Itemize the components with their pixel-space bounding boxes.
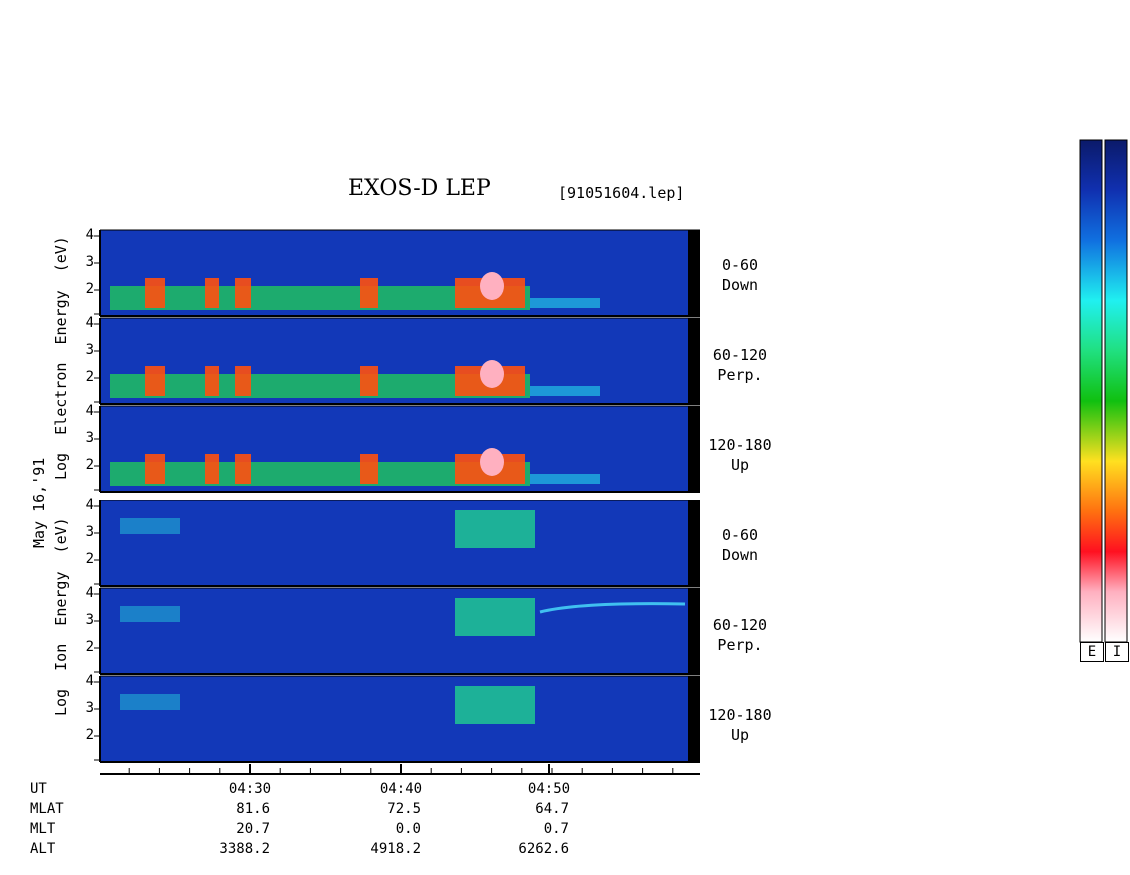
panel-label-e-down: 0-60 Down [700,255,780,295]
direction: Up [730,456,750,474]
y-tick-label: 4 [85,585,94,601]
pitch-angle: 60-120 [712,346,768,364]
burst [145,366,165,396]
panel-label-i-up: 120-180 Up [700,705,780,745]
burst [235,278,251,308]
panel-electron-1 [100,317,700,405]
colorbar-ion [1104,139,1128,643]
burst [205,454,219,484]
file-name: [91051604.lep] [558,184,685,202]
ion-band [455,598,535,636]
pitch-angle: 0-60 [721,256,759,274]
ut-tick-2: 04:40 [379,781,423,797]
y-tick-label: 3 [85,342,94,358]
direction: Perp. [717,366,763,384]
burst [360,454,378,484]
ion-band [455,510,535,548]
panel-ion-5 [100,675,700,763]
colorbar-electron [1079,139,1103,643]
burst [235,366,251,396]
alt-3: 6262.6 [518,841,569,857]
peak [480,448,504,476]
y-tick-label: 4 [85,497,94,513]
panel-label-e-up: 120-180 Up [700,435,780,475]
burst [145,278,165,308]
axes-layer [94,230,700,775]
y-tick-label: 3 [85,700,94,716]
burst [145,454,165,484]
ephem-label-mlat: MLAT [30,801,64,817]
direction: Up [730,726,750,744]
pitch-angle: 0-60 [721,526,759,544]
pitch-angle: 120-180 [708,706,772,724]
panel-ion-4 [100,587,700,675]
peak [480,360,504,388]
mlt-3: 0.7 [543,821,569,837]
ion-band [455,686,535,724]
ephem-label-mlt: MLT [30,821,56,837]
y-tick-label: 2 [85,457,94,473]
burst [360,278,378,308]
direction: Perp. [717,636,763,654]
mlat-1: 81.6 [236,801,270,817]
alt-2: 4918.2 [370,841,421,857]
y-tick-label: 4 [85,227,94,243]
peak [480,272,504,300]
mlt-2: 0.0 [395,821,421,837]
mlat-2: 72.5 [387,801,421,817]
panel-electron-2 [100,405,700,493]
direction: Down [721,276,759,294]
y-tick-label: 2 [85,727,94,743]
ion-beam [539,602,686,614]
burst [205,366,219,396]
y-tick-label: 4 [85,315,94,331]
panels-layer [100,229,700,763]
panel-label-i-down: 0-60 Down [700,525,780,565]
page-title: EXOS-D LEP [348,176,491,201]
panel-label-e-perp: 60-120 Perp. [700,345,780,385]
burst [360,366,378,396]
mlat-3: 64.7 [535,801,569,817]
y-tick-label: 4 [85,403,94,419]
y-tick-label: 2 [85,369,94,385]
y-tick-label: 2 [85,281,94,297]
burst [235,454,251,484]
y-tick-label: 2 [85,639,94,655]
ut-tick-1: 04:30 [228,781,272,797]
panel-ion-3 [100,499,700,587]
y-tick-label: 2 [85,551,94,567]
y-tick-label: 3 [85,524,94,540]
pitch-angle: 120-180 [708,436,772,454]
y-tick-label: 3 [85,612,94,628]
ephem-label-alt: ALT [30,841,56,857]
pitch-angle: 60-120 [712,616,768,634]
y-tick-label: 4 [85,673,94,689]
panel-electron-0 [100,229,700,317]
y-tick-label: 3 [85,430,94,446]
ephem-label-ut: UT [30,781,47,797]
burst [205,278,219,308]
alt-1: 3388.2 [219,841,270,857]
direction: Down [721,546,759,564]
panel-label-i-perp: 60-120 Perp. [700,615,780,655]
mlt-1: 20.7 [236,821,270,837]
ut-tick-3: 04:50 [527,781,571,797]
y-tick-label: 3 [85,254,94,270]
